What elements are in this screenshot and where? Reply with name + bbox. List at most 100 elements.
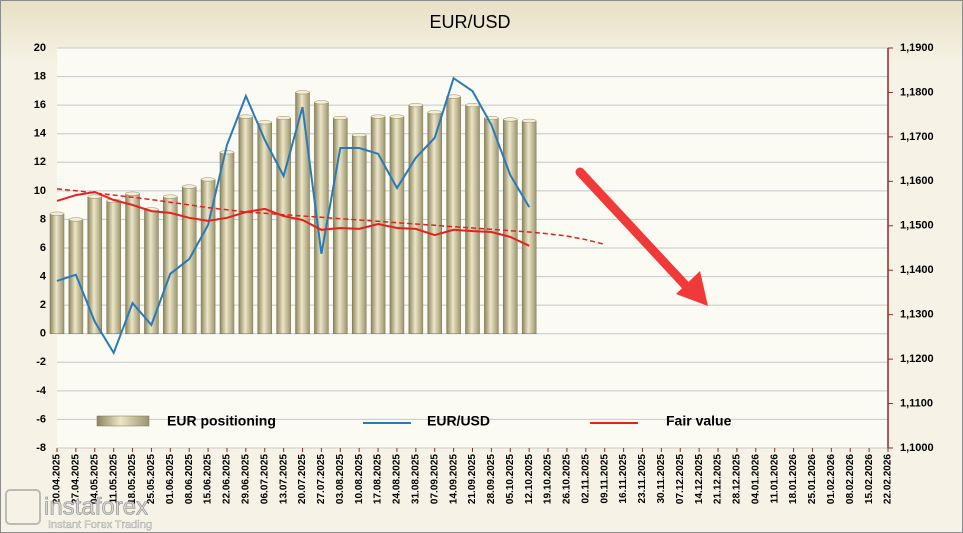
bar-cap: [465, 103, 480, 108]
bar-cap: [257, 120, 272, 125]
bar-cap: [370, 114, 386, 119]
bar-cap: [389, 114, 405, 119]
bar-cap: [446, 94, 461, 99]
line: [56, 76, 531, 356]
bar: [446, 96, 461, 334]
bar: [408, 104, 424, 334]
x-tick-label: 05.10.2025: [505, 454, 516, 504]
y2-tick-label: 1,1900: [900, 42, 934, 54]
bar: [503, 119, 518, 334]
watermark-brand: instaforex: [44, 493, 148, 520]
x-tick-label: 03.08.2025: [335, 454, 346, 504]
x-tick-label: 26.10.2025: [562, 454, 573, 504]
legend-label: EUR/USD: [427, 413, 490, 429]
x-tick-label: 27.07.2025: [316, 454, 327, 504]
line: [56, 190, 530, 247]
x-tick-label: 14.09.2025: [448, 454, 459, 504]
x-tick-label: 15.02.2026: [864, 454, 875, 504]
bar-cap: [295, 90, 310, 95]
x-tick-label: 07.12.2025: [675, 454, 686, 504]
x-tick-label: 28.12.2025: [732, 454, 743, 504]
bar-cap: [182, 184, 197, 189]
x-tick-label: 24.08.2025: [392, 454, 403, 504]
x-tick-label: 06.07.2025: [259, 454, 270, 504]
x-tick-label: 25.01.2026: [807, 454, 818, 504]
y-tick-label: 4: [40, 270, 47, 282]
legend-label: EUR positioning: [167, 413, 276, 429]
bar-cap: [87, 194, 102, 199]
x-tick-label: 14.12.2025: [694, 454, 705, 504]
y-tick-label: 16: [34, 99, 46, 111]
bar: [144, 209, 159, 334]
y2-tick-label: 1,1300: [900, 309, 934, 321]
y2-tick-label: 1,1400: [900, 264, 934, 276]
bar-cap: [219, 150, 235, 155]
bar-cap: [503, 117, 518, 122]
bar-cap: [200, 177, 216, 182]
y-tick-label: -8: [36, 442, 46, 454]
bar: [521, 120, 537, 334]
bar-cap: [163, 194, 178, 199]
bar-cap: [68, 217, 84, 222]
x-tick-label: 21.12.2025: [713, 454, 724, 504]
y-tick-label: 10: [34, 185, 46, 197]
bar: [389, 116, 405, 334]
y2-tick-label: 1,1800: [900, 86, 934, 98]
bar: [49, 213, 65, 334]
y-tick-label: -4: [36, 385, 47, 397]
bar-cap: [49, 211, 65, 216]
x-tick-label: 07.09.2025: [429, 454, 440, 504]
x-tick-label: 01.06.2025: [165, 454, 176, 504]
bar: [276, 117, 291, 334]
x-tick-label: 08.06.2025: [184, 454, 195, 504]
x-tick-label: 29.06.2025: [241, 454, 252, 504]
x-tick-label: 15.06.2025: [203, 454, 214, 504]
x-tick-label: 04.01.2026: [750, 454, 761, 504]
bar: [87, 196, 103, 334]
y2-tick-label: 1,1000: [900, 442, 934, 454]
x-tick-label: 20.07.2025: [297, 454, 308, 504]
bar: [238, 116, 254, 334]
chart-title: EUR/USD: [429, 12, 510, 32]
y2-tick-label: 1,1200: [900, 353, 934, 365]
y-tick-label: -2: [36, 356, 46, 368]
x-tick-label: 11.01.2026: [769, 454, 780, 504]
x-tick-label: 09.11.2025: [599, 454, 610, 504]
x-tick-label: 16.11.2025: [618, 454, 629, 504]
x-tick-label: 31.08.2025: [410, 454, 421, 504]
x-tick-label: 18.01.2026: [788, 454, 799, 504]
arrow-annotation: [575, 167, 708, 306]
bar-cap: [125, 191, 140, 196]
x-tick-label: 02.11.2025: [580, 454, 591, 504]
legend-swatch: [96, 415, 150, 427]
x-tick-label: 22.02.2026: [883, 454, 894, 504]
bar-cap: [276, 115, 291, 120]
bar-cap: [333, 115, 348, 120]
y-tick-label: 8: [40, 213, 46, 225]
bar: [257, 122, 272, 334]
x-tick-label: 12.10.2025: [524, 454, 535, 504]
trend-line: [56, 188, 605, 246]
bar: [219, 152, 235, 334]
x-tick-label: 20.04.2025: [52, 454, 63, 504]
x-tick-label: 25.05.2025: [146, 454, 157, 504]
x-tick-label: 01.02.2026: [826, 454, 837, 504]
y-tick-label: 2: [40, 299, 46, 311]
y-tick-label: 0: [40, 328, 46, 340]
x-tick-label: 27.04.2025: [71, 454, 82, 504]
bar-cap: [408, 103, 424, 108]
y-tick-label: 20: [34, 42, 46, 54]
bar: [351, 134, 367, 334]
bar-cap: [238, 114, 254, 119]
x-tick-label: 23.11.2025: [637, 454, 648, 504]
x-tick-label: 13.07.2025: [278, 454, 289, 504]
marks: [49, 76, 605, 356]
bar-cap: [314, 100, 329, 105]
bar: [484, 117, 499, 334]
axes: -8 -6 -4 -2 0 2 4 6 8 10 12 14 16 18 20 1,1000 1,1100 1,1…: [34, 42, 934, 504]
x-tick-label: 19.10.2025: [543, 454, 554, 504]
bar-cap: [351, 133, 367, 138]
y-tick-label: 12: [34, 156, 46, 168]
y2-tick-label: 1,1100: [900, 397, 933, 409]
y2-tick-label: 1,1700: [900, 131, 934, 143]
